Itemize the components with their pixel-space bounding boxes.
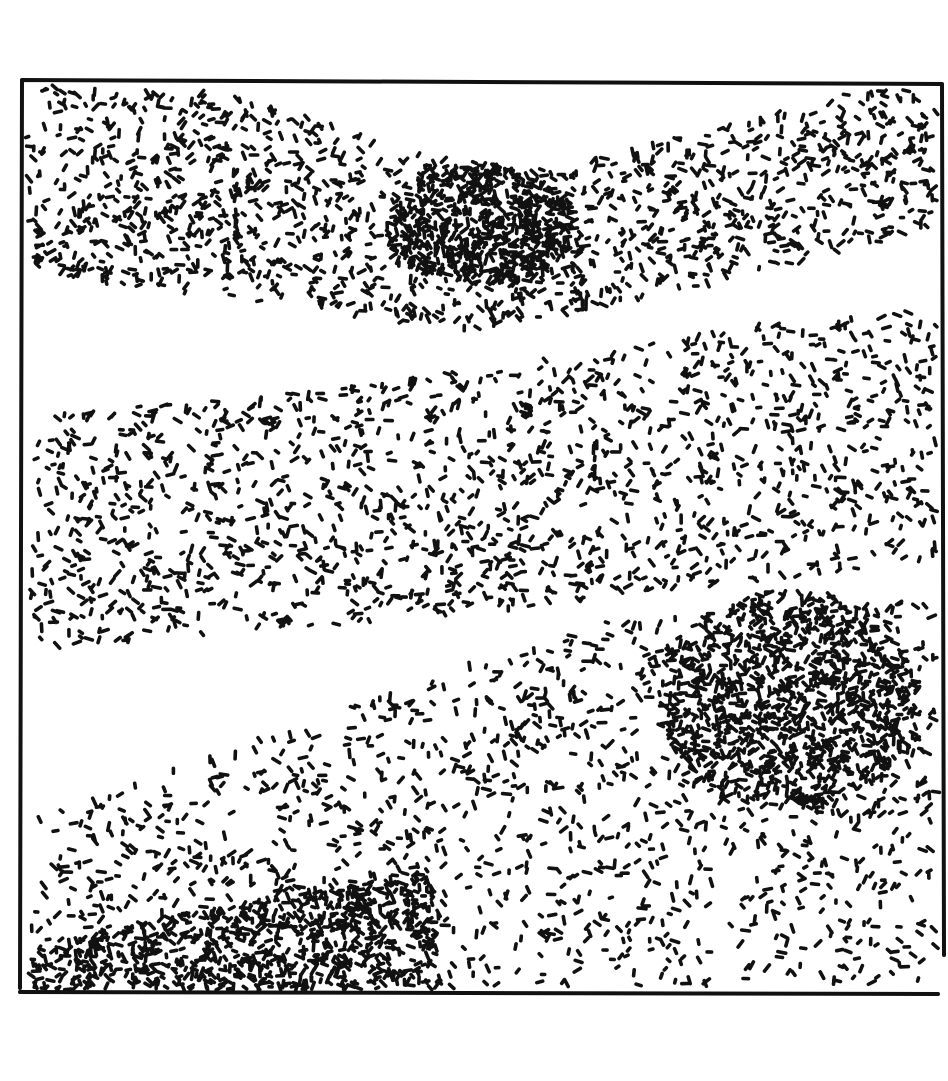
- top-band: [23, 83, 940, 333]
- middle-band: [28, 309, 939, 650]
- frame: [18, 78, 946, 996]
- top-cluster: [384, 161, 579, 287]
- lower-left-dense: [26, 867, 444, 993]
- stipple-layer: [23, 83, 942, 993]
- right-cluster: [657, 588, 922, 811]
